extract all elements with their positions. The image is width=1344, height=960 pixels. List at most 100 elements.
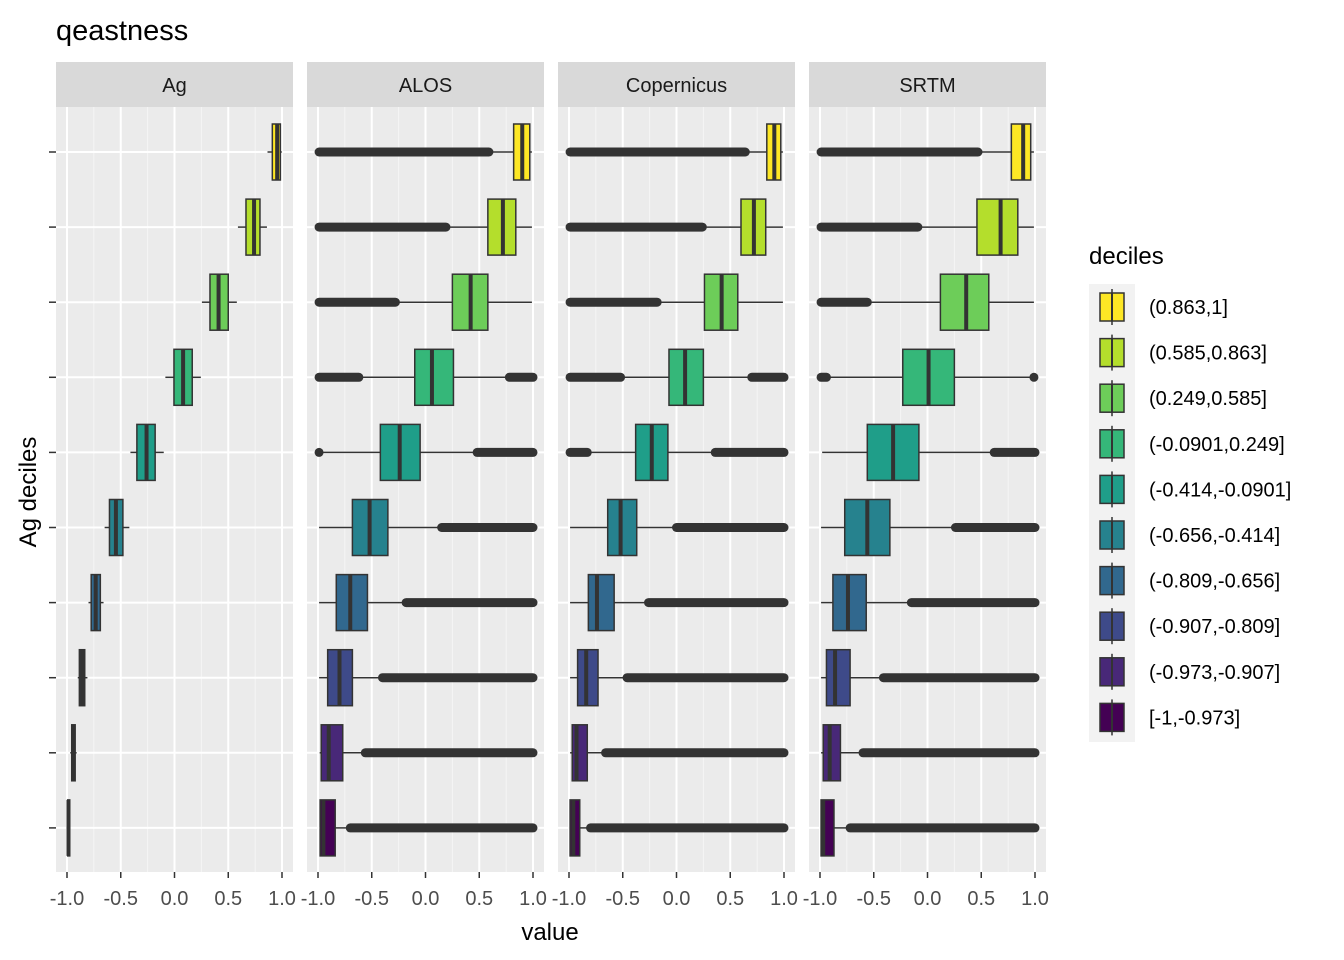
legend-label: (0.249,0.585] xyxy=(1149,388,1267,410)
panel-ag: Ag -1.0 -0.5 0.0 0.5 1.0 xyxy=(50,62,296,910)
box-srtm-decile-7 xyxy=(816,273,1034,331)
x-tick-label: -1.0 xyxy=(803,888,837,910)
panel-strip-label: ALOS xyxy=(399,75,452,97)
box-ag-decile-6 xyxy=(165,348,201,407)
panel-alos: ALOS -1.0 -0.5 0.0 0.5 1.0 xyxy=(301,62,547,910)
panel-strip xyxy=(558,62,795,107)
box-srtm-decile-1 xyxy=(821,724,1040,782)
legend-label: (0.863,1] xyxy=(1149,297,1228,319)
x-tick-label: 0.5 xyxy=(214,888,242,910)
box-srtm-decile-6 xyxy=(816,348,1039,407)
box-alos-decile-1 xyxy=(319,724,538,782)
x-tick-label: -0.5 xyxy=(857,888,891,910)
legend-title: deciles xyxy=(1089,243,1164,270)
box-srtm-decile-8 xyxy=(816,198,1034,256)
x-axis-label: value xyxy=(521,919,578,946)
box-iqr xyxy=(822,724,842,782)
box-alos-decile-3 xyxy=(319,573,538,632)
legend-label: (-0.973,-0.907] xyxy=(1149,662,1280,684)
chart-title: qeastness xyxy=(56,15,188,47)
box-copernicus-decile-1 xyxy=(570,724,789,782)
box-copernicus-decile-3 xyxy=(570,573,789,632)
legend-item: (-0.809,-0.656] xyxy=(1090,558,1280,603)
box-srtm-decile-9 xyxy=(816,123,1034,181)
panel-strip-label: Ag xyxy=(162,75,186,97)
box-ag-decile-8 xyxy=(237,198,267,256)
legend: deciles (0.863,1] (0.585,0.863] (0.249,0.5… xyxy=(1089,243,1291,742)
x-tick-label: -0.5 xyxy=(104,888,138,910)
box-iqr xyxy=(1010,123,1032,181)
box-copernicus-decile-9 xyxy=(565,123,783,181)
legend-label: (-0.414,-0.0901] xyxy=(1149,479,1291,501)
box-ag-decile-4 xyxy=(104,498,130,557)
x-tick-label: 1.0 xyxy=(770,888,798,910)
x-tick-label: 0.0 xyxy=(161,888,189,910)
box-srtm-decile-3 xyxy=(821,573,1040,632)
box-srtm-decile-0 xyxy=(820,799,1040,857)
legend-item: (-0.0901,0.249] xyxy=(1090,421,1285,466)
legend-item: (0.249,0.585] xyxy=(1090,376,1267,421)
x-tick-label: 1.0 xyxy=(519,888,547,910)
x-tick-label: -1.0 xyxy=(50,888,84,910)
x-tick-label: 0.5 xyxy=(465,888,493,910)
box-iqr xyxy=(976,198,1019,256)
box-copernicus-decile-2 xyxy=(570,648,789,707)
box-copernicus-decile-4 xyxy=(570,498,789,557)
x-tick-label: 1.0 xyxy=(1021,888,1049,910)
x-tick-label: 0.0 xyxy=(663,888,691,910)
panel-strip xyxy=(56,62,293,107)
legend-label: (-0.656,-0.414] xyxy=(1149,525,1280,547)
x-tick-label: 0.0 xyxy=(412,888,440,910)
facet-panels: Ag -1.0 -0.5 0.0 0.5 1.0 ALOS -1.0 -0.5 0.0 0.5 1.0… xyxy=(50,62,1049,910)
box-ag-decile-2 xyxy=(77,648,88,707)
box-srtm-decile-4 xyxy=(821,498,1040,557)
legend-item: (0.585,0.863] xyxy=(1090,330,1267,375)
panel-copernicus: Copernicus -1.0 -0.5 0.0 0.5 1.0 xyxy=(552,62,798,910)
x-tick-label: -0.5 xyxy=(606,888,640,910)
legend-item: (-0.656,-0.414] xyxy=(1090,513,1280,557)
box-iqr xyxy=(414,348,455,407)
box-alos-decile-2 xyxy=(319,648,538,707)
legend-item: (-0.414,-0.0901] xyxy=(1090,467,1291,512)
box-ag-decile-0 xyxy=(66,799,71,857)
x-tick-label: -0.5 xyxy=(355,888,389,910)
box-alos-decile-8 xyxy=(314,198,532,256)
legend-label: (-0.907,-0.809] xyxy=(1149,616,1280,638)
box-iqr xyxy=(825,648,851,707)
box-iqr xyxy=(571,724,589,782)
box-ag-decile-3 xyxy=(88,573,104,632)
x-tick-label: -1.0 xyxy=(552,888,586,910)
panel-strip xyxy=(809,62,1046,107)
y-axis xyxy=(49,151,56,829)
box-copernicus-decile-8 xyxy=(565,198,783,256)
box-iqr xyxy=(587,573,615,632)
box-alos-decile-5 xyxy=(314,423,538,482)
legend-label: (0.585,0.863] xyxy=(1149,343,1267,365)
panel-strip xyxy=(307,62,544,107)
legend-item: (0.863,1] xyxy=(1090,285,1228,329)
box-copernicus-decile-5 xyxy=(565,423,789,482)
y-axis-label: Ag deciles xyxy=(15,437,42,548)
box-copernicus-decile-6 xyxy=(565,348,789,407)
x-tick-label: 0.0 xyxy=(914,888,942,910)
legend-item: (-0.973,-0.907] xyxy=(1090,649,1280,694)
box-alos-decile-4 xyxy=(319,498,538,557)
box-alos-decile-7 xyxy=(314,273,532,331)
box-copernicus-decile-7 xyxy=(565,273,783,331)
x-tick-label: 1.0 xyxy=(268,888,296,910)
legend-label: [-1,-0.973] xyxy=(1149,707,1240,729)
box-copernicus-decile-0 xyxy=(569,799,789,857)
legend-item: (-0.907,-0.809] xyxy=(1090,604,1280,649)
panel-srtm: SRTM -1.0 -0.5 0.0 0.5 1.0 xyxy=(803,62,1049,910)
box-ag-decile-7 xyxy=(201,273,237,331)
box-ag-decile-1 xyxy=(70,724,77,782)
x-tick-label: 0.5 xyxy=(967,888,995,910)
panel-strip-label: SRTM xyxy=(899,75,955,97)
legend-item: [-1,-0.973] xyxy=(1090,695,1240,740)
box-srtm-decile-5 xyxy=(822,423,1040,482)
box-srtm-decile-2 xyxy=(821,648,1040,707)
box-ag-decile-5 xyxy=(130,423,164,482)
box-iqr xyxy=(320,724,344,782)
box-alos-decile-9 xyxy=(314,123,532,181)
